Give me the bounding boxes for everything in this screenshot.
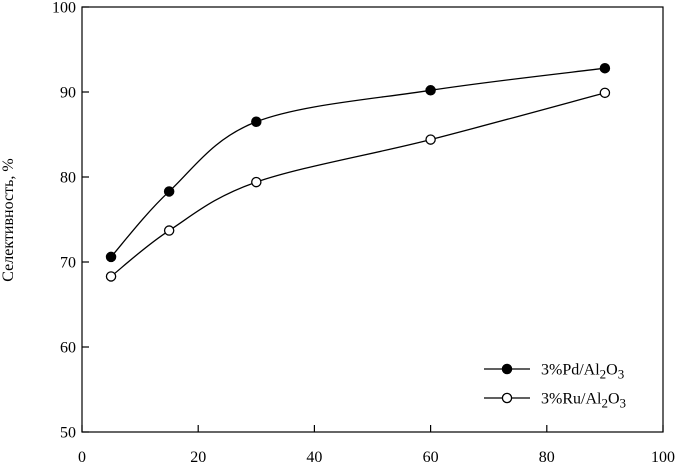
- series-line: [110, 92, 606, 277]
- x-tick-label: 40: [306, 449, 322, 466]
- y-tick-label: 100: [52, 0, 76, 17]
- legend-label: 3%Ru/Al2O3: [541, 391, 626, 411]
- legend-entry: 3%Ru/Al2O3: [484, 391, 626, 411]
- legend-label-part: O: [608, 391, 620, 408]
- filled-point-marker: [251, 116, 262, 128]
- x-tick-label: 80: [539, 449, 555, 466]
- legend-label: 3%Pd/Al2O3: [541, 362, 624, 382]
- open-point-marker: [251, 176, 262, 188]
- filled-point-marker: [599, 62, 611, 74]
- series-1: [105, 62, 611, 263]
- open-point-marker: [105, 271, 117, 282]
- y-tick-label: 70: [60, 255, 76, 272]
- y-tick-label: 80: [60, 170, 76, 187]
- x-axis-ticks: 0 20 40 60 80 100: [78, 425, 675, 466]
- open-point-marker: [425, 134, 436, 145]
- open-point-marker: [163, 225, 175, 236]
- legend-label-subscript: 2: [601, 396, 608, 411]
- x-tick-label: 20: [190, 449, 206, 466]
- x-tick-label: 0: [78, 449, 86, 466]
- legend-filled-marker: [501, 363, 513, 375]
- legend-label-part: 3%Ru/Al: [541, 391, 602, 408]
- open-point-marker: [599, 87, 611, 99]
- series-2: [105, 87, 611, 282]
- plot-frame: [81, 6, 664, 433]
- legend-label-subscript: 3: [618, 367, 625, 382]
- x-tick-label: 100: [651, 449, 675, 466]
- legend-open-marker: [501, 392, 513, 404]
- y-axis-ticks: 50 60 70 80 90 100: [52, 0, 89, 442]
- x-tick-label: 60: [423, 449, 439, 466]
- y-tick-label: 90: [60, 85, 76, 102]
- series-group: [105, 62, 611, 282]
- filled-point-marker: [105, 251, 117, 263]
- filled-point-marker: [163, 186, 175, 197]
- legend-label-subscript: 2: [600, 367, 607, 382]
- legend-label-part: 3%Pd/Al: [541, 362, 600, 379]
- y-tick-label: 50: [60, 425, 76, 442]
- series-line: [110, 67, 605, 258]
- y-axis-title: Селективность, %: [0, 158, 17, 281]
- legend-entry: 3%Pd/Al2O3: [484, 362, 624, 382]
- legend-label-part: O: [606, 362, 618, 379]
- y-tick-label: 60: [60, 340, 76, 357]
- filled-point-marker: [425, 85, 436, 96]
- legend-label-subscript: 3: [620, 396, 627, 411]
- axes: [81, 6, 664, 433]
